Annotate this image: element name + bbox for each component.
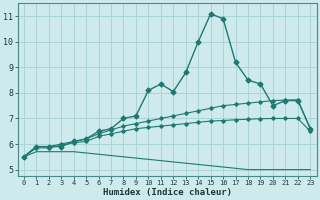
- X-axis label: Humidex (Indice chaleur): Humidex (Indice chaleur): [103, 188, 232, 197]
